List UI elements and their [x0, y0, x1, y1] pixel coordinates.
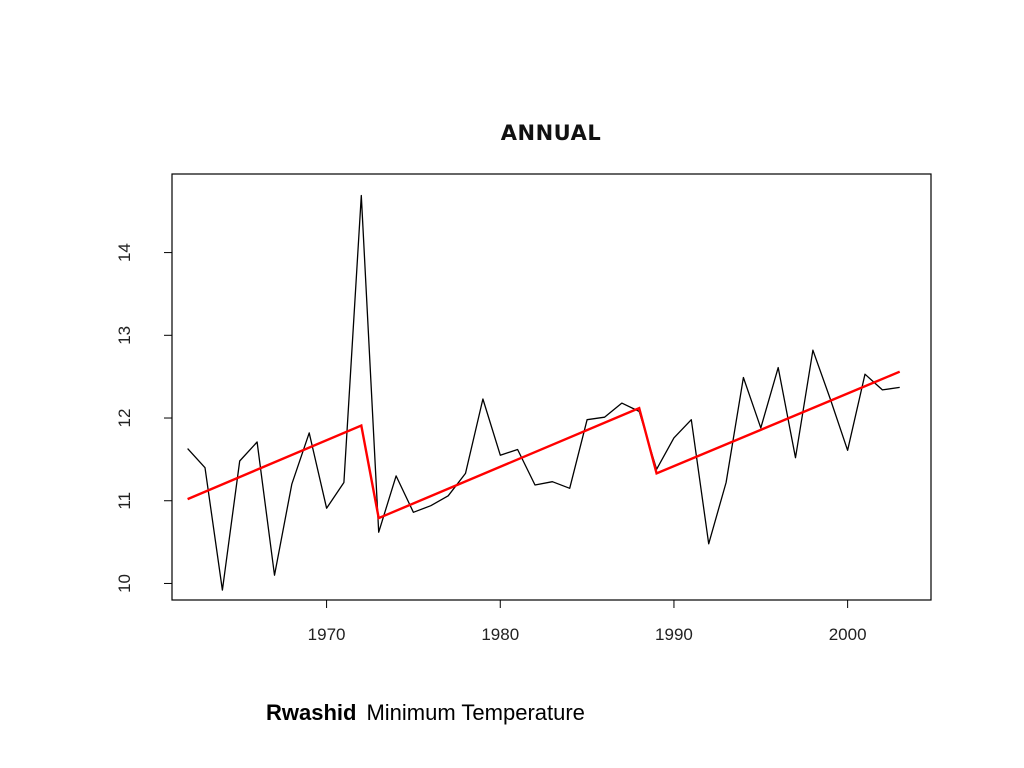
y-tick-label: 12	[115, 409, 134, 428]
caption-variable: Minimum Temperature	[366, 700, 585, 725]
plot-frame	[171, 173, 932, 601]
x-axis: 1970 1980 1990 2000	[308, 600, 867, 644]
y-tick-label: 11	[115, 492, 134, 510]
caption: Rwashid Minimum Temperature	[266, 700, 585, 726]
y-axis: 10 11 12 13 14	[115, 243, 172, 593]
x-tick-label: 1970	[308, 625, 346, 644]
trend-series-line	[187, 370, 901, 520]
x-tick-label: 2000	[829, 625, 867, 644]
y-tick-label: 14	[115, 243, 134, 262]
observed-series-line	[187, 194, 900, 591]
y-tick-label: 13	[115, 326, 134, 345]
x-tick-label: 1980	[481, 625, 519, 644]
chart-title: ANNUAL	[501, 121, 601, 145]
y-tick-label: 10	[115, 574, 134, 593]
x-tick-label: 1990	[655, 625, 693, 644]
series-layer	[187, 194, 901, 591]
caption-station: Rwashid	[266, 700, 357, 725]
